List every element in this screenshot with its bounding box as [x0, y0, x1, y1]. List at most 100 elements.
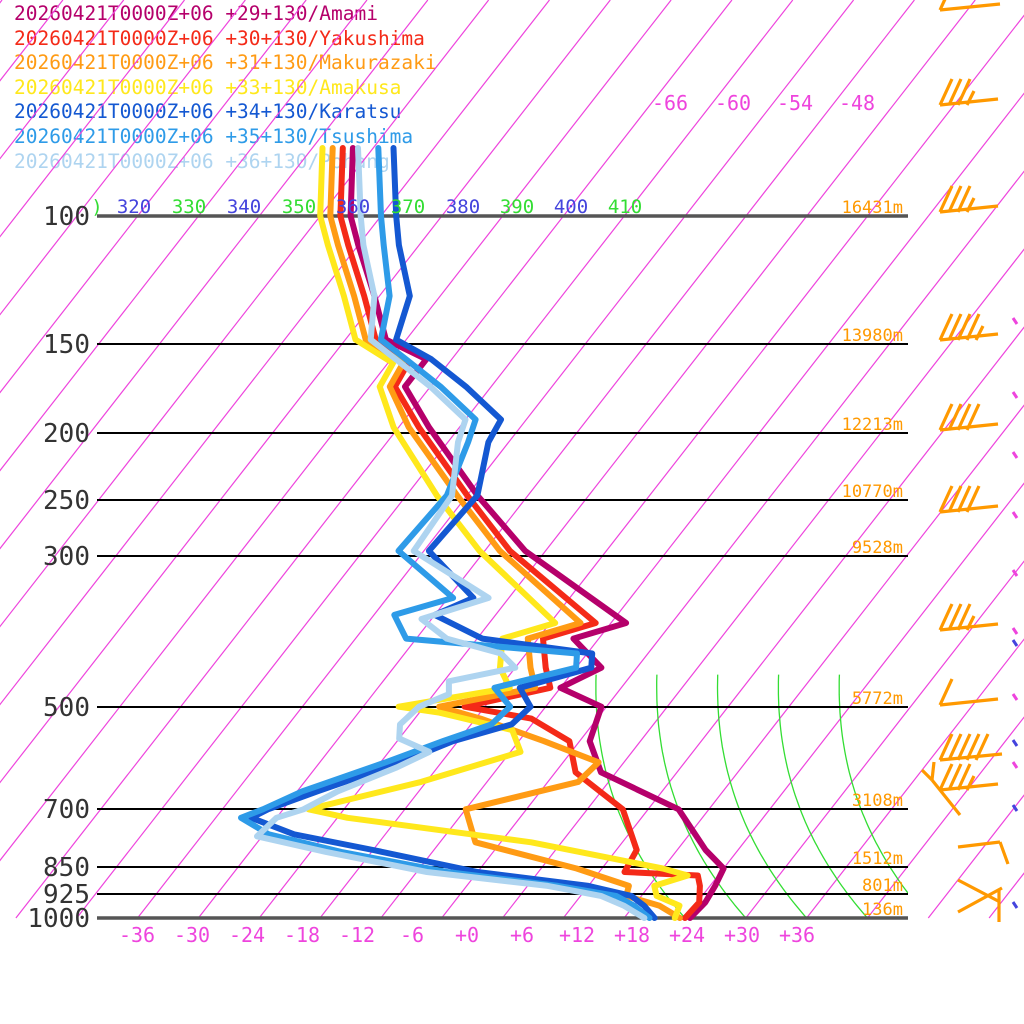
- dry-adiabat: [921, 216, 1024, 933]
- mixing-ratio-line: [716, 674, 808, 918]
- pressure-label-500: 500: [43, 693, 90, 723]
- theta-label-330: 330: [172, 196, 206, 218]
- isotherm-extension: [76, 0, 246, 217]
- isotherm: [502, 248, 1024, 919]
- isotherm: [927, 794, 1024, 919]
- isotherm: [745, 560, 1024, 919]
- temp-label-+12: +12: [559, 923, 595, 947]
- profile-line-amakusa[interactable]: [305, 145, 691, 921]
- profile-line-pohang[interactable]: [254, 145, 648, 921]
- legend-item[interactable]: 20260421T0000Z+06 +30+130/Yakushima: [14, 26, 425, 50]
- wind-barb-icon: [938, 603, 999, 632]
- altitude-label-12213m: 12213m: [842, 415, 903, 435]
- isotherm: [0, 215, 199, 472]
- wind-barb-icon: [938, 403, 999, 432]
- temp-label--36: -36: [119, 923, 155, 947]
- isotherm: [562, 326, 1024, 919]
- temp-label-+30: +30: [724, 923, 760, 947]
- isotherm: [623, 404, 1024, 919]
- legend-item[interactable]: 20260421T0000Z+06 +35+130/Tsushima: [14, 124, 414, 148]
- pressure-label-100: 100: [43, 202, 90, 232]
- isotherm-extension: [806, 0, 976, 217]
- upper-temp-label--60: -60: [715, 91, 751, 115]
- edge-tick: [1011, 511, 1019, 519]
- isotherm: [76, 215, 625, 919]
- wind-barb-icon: [938, 0, 1001, 12]
- isotherm: [988, 872, 1024, 919]
- temp-label--18: -18: [284, 923, 320, 947]
- isotherm: [0, 215, 321, 628]
- isotherm-extension: [745, 0, 915, 217]
- temperature-profiles[interactable]: [238, 145, 727, 921]
- wind-barb-icon: [938, 78, 999, 107]
- temp-label--12: -12: [339, 923, 375, 947]
- edge-tick: [1011, 804, 1019, 812]
- pressure-label-1000: 1000: [27, 904, 90, 934]
- mixing-ratio-line: [838, 674, 908, 895]
- edge-tick: [1011, 761, 1019, 769]
- edge-tick: [1011, 901, 1019, 909]
- isotherm: [441, 215, 990, 919]
- isotherm: [684, 482, 1024, 919]
- altitude-labels: 16431m 13980m 12213m 10770m 9528m 5772m 3108m 1…: [842, 198, 903, 920]
- pressure-label-300: 300: [43, 542, 90, 572]
- altitude-label-13980m: 13980m: [842, 326, 903, 346]
- isotherm-extension: [137, 0, 307, 217]
- theta-axis-labels: 320 330 340 350 360 370 380 390 400 410): [91, 196, 642, 218]
- altitude-label-136m: 136m: [862, 900, 903, 920]
- profile-line-makurazaki[interactable]: [327, 145, 683, 921]
- isotherm-extension: [867, 14, 1024, 217]
- isotherm-extension: [623, 0, 794, 217]
- wind-barb-icon: [957, 840, 1010, 865]
- mixing-ratio-line: [777, 674, 869, 918]
- edge-tick: [1011, 569, 1019, 577]
- isotherm-extension: [0, 0, 125, 160]
- legend-item[interactable]: 20260421T0000Z+06 +34+130/Karatsu: [14, 100, 402, 124]
- theta-label-380: 380: [446, 196, 480, 218]
- legend: 20260421T0000Z+06 +29+130/Amami 20260421…: [14, 2, 634, 174]
- isotherm: [0, 215, 504, 862]
- isotherm: [380, 215, 929, 919]
- isotherm-extension: [988, 170, 1024, 217]
- theta-label-400: 400: [554, 196, 588, 218]
- isotherm: [197, 215, 747, 919]
- isotherm-extension: [380, 0, 550, 217]
- temp-label-+0: +0: [455, 923, 479, 947]
- altitude-label-16431m: 16431m: [842, 198, 903, 218]
- isotherm-extension: [684, 0, 855, 217]
- wind-barb-icon: [938, 185, 999, 214]
- theta-label-410: 410: [608, 196, 642, 218]
- upper-temp-label--66: -66: [652, 91, 688, 115]
- isotherm: [15, 215, 564, 919]
- pressure-label-850: 850: [43, 853, 90, 883]
- upper-temp-label--48: -48: [839, 91, 875, 115]
- edge-tick: [1011, 693, 1019, 701]
- edge-tick: [1011, 451, 1019, 459]
- theta-label-360: 360: [336, 196, 370, 218]
- isotherm: [806, 638, 1024, 919]
- pressure-label-200: 200: [43, 419, 90, 449]
- isotherm: [319, 215, 869, 919]
- wind-barb-icon: [938, 313, 999, 342]
- temperature-axis-labels: -36 -30 -24 -18 -12 -6 +0 +6 +12 +18 +24 +30 +36: [119, 923, 815, 947]
- profile-line-karatsu[interactable]: [248, 145, 658, 921]
- temp-label-+24: +24: [669, 923, 705, 947]
- isotherm: [0, 215, 382, 706]
- profile-line-yakushima[interactable]: [337, 145, 703, 921]
- profile-line-amami[interactable]: [347, 145, 727, 921]
- theta-label-partial: ): [91, 196, 102, 218]
- edge-tick: [1011, 317, 1019, 325]
- temp-label-+18: +18: [614, 923, 650, 947]
- edge-tick: [1011, 639, 1019, 647]
- altitude-label-801m: 801m: [862, 876, 903, 896]
- wind-barb-icon: [938, 678, 999, 707]
- theta-label-370: 370: [391, 196, 425, 218]
- legend-item[interactable]: 20260421T0000Z+06 +33+130/Amakusa: [14, 75, 402, 99]
- theta-label-320: 320: [117, 196, 151, 218]
- altitude-label-10770m: 10770m: [842, 482, 903, 502]
- isotherm-extension: [0, 0, 3, 4]
- plot-frame: [97, 214, 908, 920]
- isotherm-extension: [0, 0, 64, 82]
